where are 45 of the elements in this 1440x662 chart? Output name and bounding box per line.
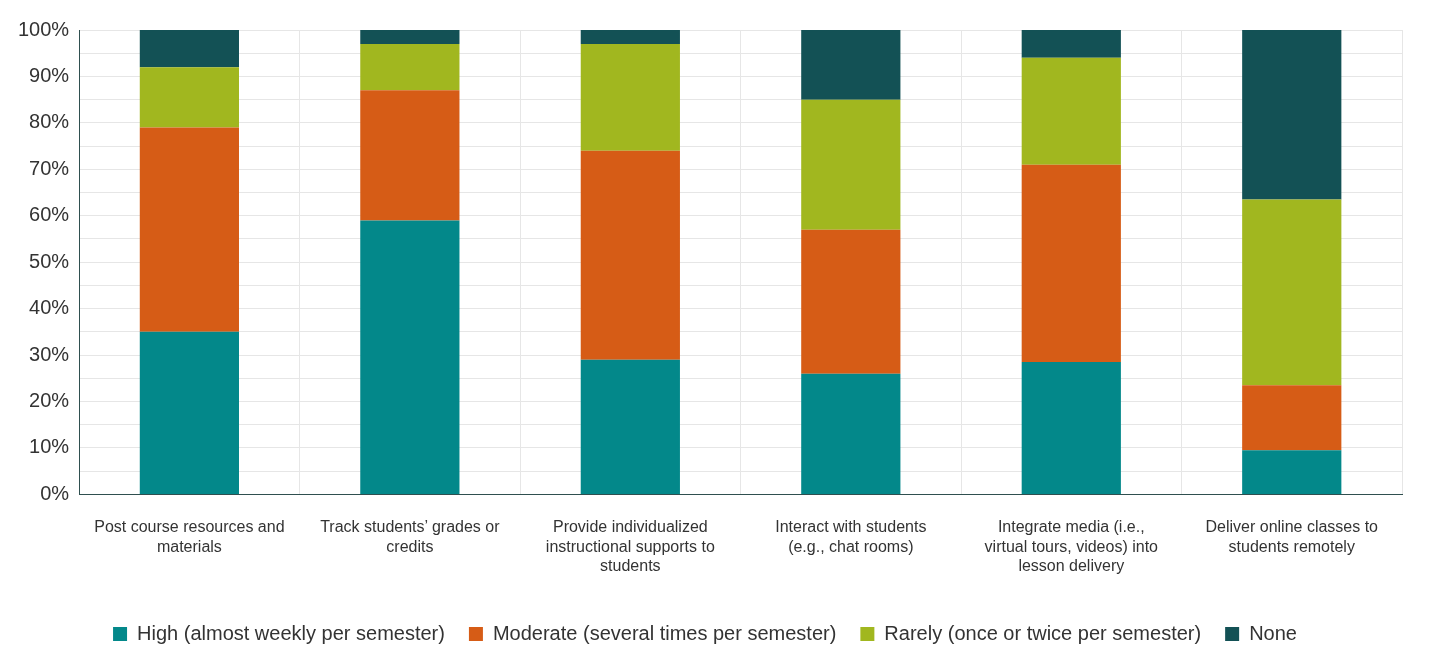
y-tick-label: 40% (29, 296, 70, 319)
y-tick-label: 10% (29, 435, 70, 458)
bar (801, 99, 901, 230)
bar (1242, 30, 1342, 200)
bar (580, 43, 680, 151)
bar (580, 30, 680, 44)
bar (801, 373, 901, 494)
bar (139, 30, 239, 68)
x-tick-label: Deliver online classes to students remotely (1205, 518, 1379, 555)
bar (580, 150, 680, 360)
x-tick-label: Integrate media (i.e., virtual tours, videos) into lesson delivery (984, 518, 1159, 574)
bar (360, 220, 460, 494)
y-tick-label: 0% (40, 481, 70, 504)
y-tick-label: 90% (29, 63, 70, 86)
legend-label: Rarely (once or twice per semester) (884, 621, 1202, 644)
legend-label: None (1249, 621, 1297, 644)
bar (360, 90, 460, 221)
y-tick-label: 80% (29, 110, 70, 133)
bar (360, 30, 460, 44)
bar (1242, 199, 1342, 386)
legend-label: Moderate (several times per semester) (492, 621, 837, 644)
bar (1021, 164, 1121, 363)
bar (139, 67, 239, 128)
y-tick-label: 100% (18, 17, 70, 40)
x-tick-label: Track students’ grades or credits (320, 518, 501, 555)
bar (139, 331, 239, 494)
bar (1021, 362, 1121, 494)
bar (139, 127, 239, 332)
bar (1021, 57, 1121, 165)
y-tick-label: 70% (29, 156, 70, 179)
bar (801, 30, 901, 100)
bar (801, 229, 901, 374)
x-tick-label: Post course resources and materials (94, 518, 285, 555)
x-tick-label: Provide individualized instructional supports to students (545, 518, 715, 574)
x-tick-label: Interact with students (e.g., chat rooms) (775, 518, 927, 555)
bar (360, 43, 460, 91)
bar (1242, 385, 1342, 451)
bar (1242, 450, 1342, 494)
y-tick-label: 50% (29, 249, 70, 272)
legend-label: High (almost weekly per semester) (137, 621, 445, 644)
y-tick-label: 20% (29, 389, 70, 412)
bar (1021, 30, 1121, 58)
bar (580, 359, 680, 494)
y-tick-label: 60% (29, 203, 70, 226)
y-tick-label: 30% (29, 342, 70, 365)
